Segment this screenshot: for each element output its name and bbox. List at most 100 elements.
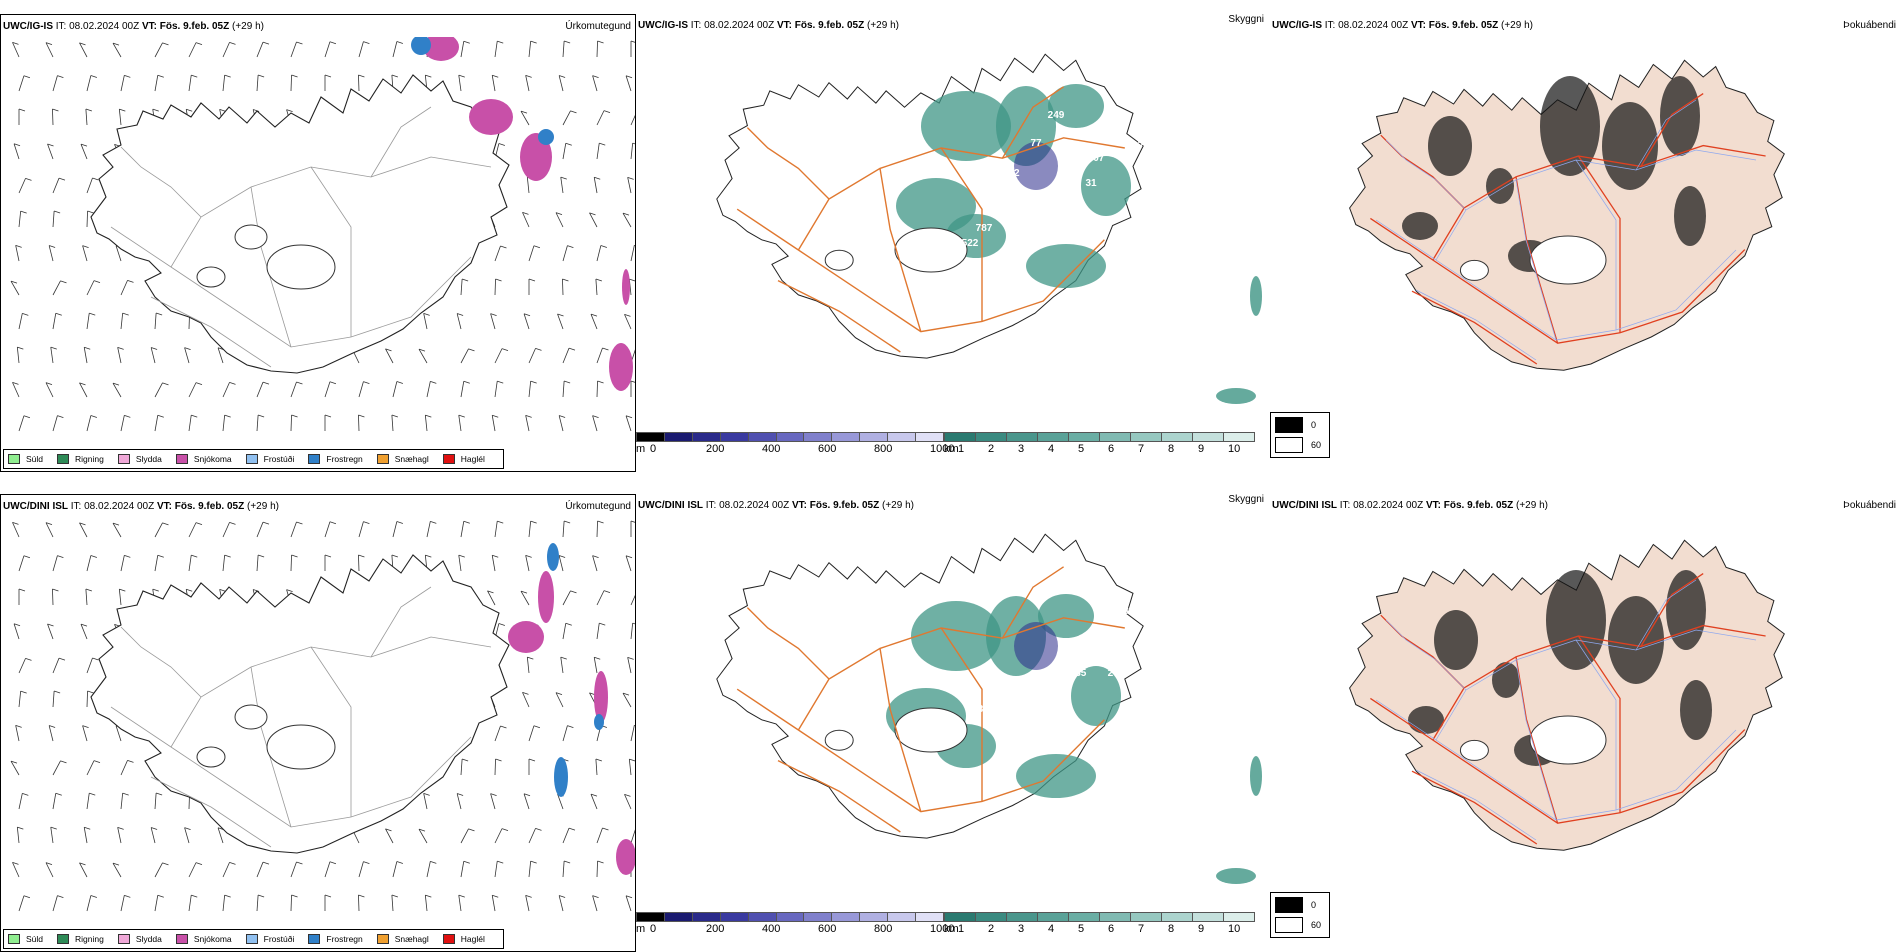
- wind-barb-flag: [162, 522, 169, 526]
- wind-barb: [290, 894, 292, 912]
- panel-field-label: Úrkomutegund: [565, 501, 631, 512]
- wind-barb: [50, 827, 54, 844]
- snow-area: [520, 133, 552, 181]
- wind-barb: [525, 75, 530, 92]
- visibility-panel: UWC/IG-IS IT: 08.02.2024 00Z VT: Fös. 9.…: [636, 14, 1270, 472]
- wind-barb-flag: [461, 758, 469, 762]
- fog-area: [1492, 662, 1520, 698]
- low-visibility-area: [1016, 754, 1096, 798]
- wind-barb-flag: [418, 348, 426, 352]
- wind-barb-flag: [500, 725, 507, 729]
- wind-barb-flag: [603, 590, 611, 593]
- wind-barb-flag: [191, 74, 198, 78]
- wind-barb: [528, 245, 535, 262]
- low-visibility-area: [911, 601, 1001, 671]
- colorbar-cell: [719, 912, 748, 922]
- wind-barb-flag: [501, 348, 509, 351]
- wind-barb-flag: [195, 862, 203, 865]
- wind-barb: [487, 590, 496, 606]
- road-line: [310, 646, 352, 817]
- wind-barb: [491, 555, 496, 572]
- wind-barb: [48, 245, 54, 262]
- wind-barb: [188, 75, 192, 92]
- wind-barb-flag: [15, 724, 22, 728]
- legend-item: Haglél: [442, 454, 485, 464]
- wind-barb: [622, 212, 632, 228]
- ceiling-value-label: 331: [978, 704, 995, 715]
- wind-barb-flag: [385, 828, 392, 832]
- wind-barb: [112, 42, 122, 58]
- colorbar-cell: [1130, 912, 1161, 922]
- wind-barb: [83, 827, 88, 844]
- wind-barb: [596, 40, 598, 58]
- wind-barb-flag: [25, 658, 32, 661]
- wind-barb-flag: [329, 41, 337, 45]
- fog-map: [1349, 539, 1785, 851]
- wind-barb-flag: [385, 348, 392, 352]
- precip-map: [10, 37, 635, 432]
- wind-barb: [418, 348, 428, 364]
- title-part: VT:: [776, 20, 792, 31]
- wind-barb: [426, 521, 431, 538]
- wind-barb-flag: [560, 656, 567, 660]
- colorbar-cell: [887, 432, 916, 442]
- wind-barb-flag: [17, 826, 24, 830]
- wind-barb: [562, 861, 565, 878]
- wind-barb-flag: [396, 381, 403, 384]
- forecast-row-dini-isl: UWC/DINI ISL IT: 08.02.2024 00Z VT: Fös.…: [0, 494, 1900, 952]
- wind-barb: [423, 793, 428, 810]
- wind-barb-flag: [495, 758, 502, 762]
- wind-barb-flag: [625, 555, 633, 559]
- colorbar-cell: [1037, 912, 1068, 922]
- fog-area: [1680, 680, 1712, 740]
- wind-barb: [522, 692, 530, 708]
- colorbar-cell: [831, 432, 860, 442]
- wind-barb-flag: [592, 415, 599, 418]
- ceiling-value-label: 604: [1140, 656, 1157, 667]
- legend-label: Snæhagl: [394, 454, 429, 464]
- colorbar-cell: [1006, 912, 1037, 922]
- wind-barb-flag: [286, 589, 293, 592]
- wind-barb-flag: [47, 623, 54, 627]
- wind-barb: [424, 415, 428, 432]
- wind-barb-flag: [257, 554, 265, 558]
- wind-barb: [424, 895, 428, 912]
- legend-swatch: [8, 454, 20, 464]
- wind-barb: [12, 382, 20, 398]
- wind-barb: [256, 42, 264, 58]
- wind-barb: [188, 895, 192, 912]
- wind-barb: [16, 347, 20, 364]
- wind-barb-flag: [58, 177, 66, 181]
- wind-barb: [154, 793, 157, 810]
- ceiling-value-label: 543: [1138, 138, 1155, 149]
- wind-barb-flag: [430, 380, 437, 384]
- legend-label: Rigning: [75, 934, 104, 944]
- wind-barb: [115, 245, 122, 262]
- wind-barb-flag: [555, 692, 563, 695]
- wind-barb-flag: [522, 212, 529, 215]
- colorbar-cell: [915, 432, 944, 442]
- wind-barb-flag: [50, 826, 57, 830]
- wind-barb: [188, 555, 192, 572]
- wind-barb: [558, 895, 564, 912]
- wind-barb-flag: [594, 656, 601, 660]
- wind-barb: [494, 41, 498, 58]
- panel-title: UWC/IG-IS IT: 08.02.2024 00Z VT: Fös. 9.…: [3, 21, 264, 32]
- wind-barb: [86, 657, 93, 674]
- colorbar-tick: 4: [1048, 443, 1055, 455]
- glacier-vatnajokull: [1529, 715, 1607, 765]
- wind-barb: [523, 793, 530, 810]
- legend-swatch: [57, 934, 70, 944]
- wind-barb: [154, 415, 159, 432]
- wind-barb-flag: [186, 108, 193, 112]
- colorbar-tick: 7: [1138, 443, 1145, 455]
- road-line: [1385, 139, 1467, 211]
- colorbar-cell: [944, 912, 975, 922]
- colorbar-tick: 10: [1228, 923, 1241, 935]
- wind-barb-flag: [93, 760, 101, 763]
- wind-barb-flag: [229, 382, 236, 385]
- colorbar-tick: 7: [1138, 923, 1145, 935]
- wind-barb: [562, 521, 565, 538]
- wind-barb-flag: [57, 555, 64, 558]
- colorbar-cell: [663, 912, 692, 922]
